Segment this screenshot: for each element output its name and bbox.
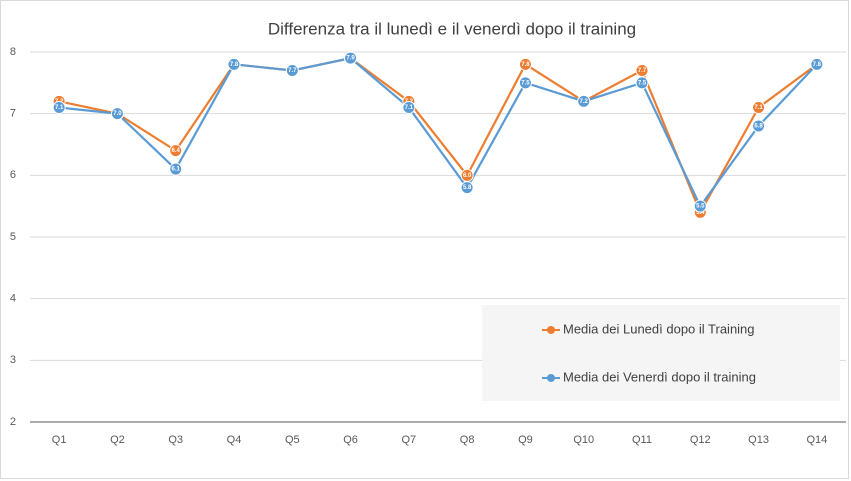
legend-label: Media dei Lunedì dopo il Training — [563, 321, 755, 336]
x-tick-label: Q4 — [227, 434, 242, 446]
x-tick-label: Q10 — [573, 434, 594, 446]
x-tick-label: Q5 — [285, 434, 300, 446]
x-tick-label: Q11 — [632, 434, 652, 446]
series-line — [59, 56, 818, 209]
x-tick-label: Q14 — [806, 434, 827, 446]
y-tick-label: 4 — [10, 293, 16, 305]
data-label: 7.1 — [55, 105, 64, 111]
point-marker — [752, 101, 766, 114]
point-marker — [810, 57, 824, 71]
data-label: 7.2 — [580, 99, 589, 105]
point-marker — [752, 119, 766, 133]
point-marker — [52, 101, 66, 114]
data-label: 7.8 — [521, 62, 530, 68]
point-marker — [285, 64, 299, 77]
point-marker — [344, 51, 358, 65]
data-label: 7.5 — [638, 80, 647, 86]
data-label: 7.0 — [113, 111, 122, 117]
data-label: 6.1 — [172, 167, 181, 173]
point-marker — [518, 57, 532, 71]
point-marker — [693, 199, 707, 213]
data-label: 6.8 — [754, 124, 763, 130]
point-marker — [460, 181, 474, 195]
data-label: 7.7 — [288, 68, 297, 74]
point-marker — [402, 101, 416, 114]
x-tick-label: Q3 — [168, 434, 183, 446]
data-label: 7.5 — [521, 80, 530, 86]
x-tick-label: Q12 — [690, 434, 711, 446]
data-label: 5.8 — [463, 185, 472, 191]
y-tick-label: 8 — [10, 46, 16, 58]
x-tick-label: Q2 — [110, 434, 125, 446]
y-tick-label: 3 — [10, 354, 16, 366]
data-label: 7.7 — [638, 68, 647, 74]
x-tick-label: Q8 — [460, 434, 475, 446]
x-tick-label: Q7 — [402, 434, 417, 446]
x-tick-label: Q9 — [518, 434, 533, 446]
point-marker — [169, 162, 183, 176]
point-marker — [110, 107, 124, 121]
y-tick-label: 6 — [10, 169, 16, 181]
point-marker — [577, 94, 591, 108]
chart-title: Differenza tra il lunedì e il venerdì do… — [268, 19, 636, 38]
y-tick-label: 2 — [10, 416, 16, 428]
point-marker — [227, 57, 241, 71]
legend-box — [482, 305, 840, 401]
data-label: 7.9 — [346, 56, 355, 62]
series-line — [58, 56, 818, 215]
y-tick-label: 7 — [10, 108, 16, 120]
x-tick-label: Q6 — [343, 434, 358, 446]
data-label: 5.5 — [696, 204, 705, 210]
legend-label: Media dei Venerdì dopo il training — [563, 369, 756, 384]
point-marker — [169, 144, 183, 158]
legend-marker — [547, 326, 555, 334]
data-label: 6.4 — [172, 148, 181, 154]
data-label: 5.4 — [696, 210, 705, 216]
x-tick-label: Q1 — [52, 434, 67, 446]
data-label: 7.8 — [230, 62, 239, 68]
data-label: 6.0 — [463, 173, 472, 179]
point-marker — [518, 76, 532, 90]
point-marker — [635, 76, 649, 90]
data-label: 7.8 — [813, 62, 822, 68]
legend-marker — [547, 374, 555, 382]
data-label: 7.1 — [754, 105, 763, 111]
data-label: 7.1 — [405, 105, 414, 111]
x-tick-label: Q13 — [748, 434, 769, 446]
y-tick-label: 5 — [10, 231, 16, 243]
